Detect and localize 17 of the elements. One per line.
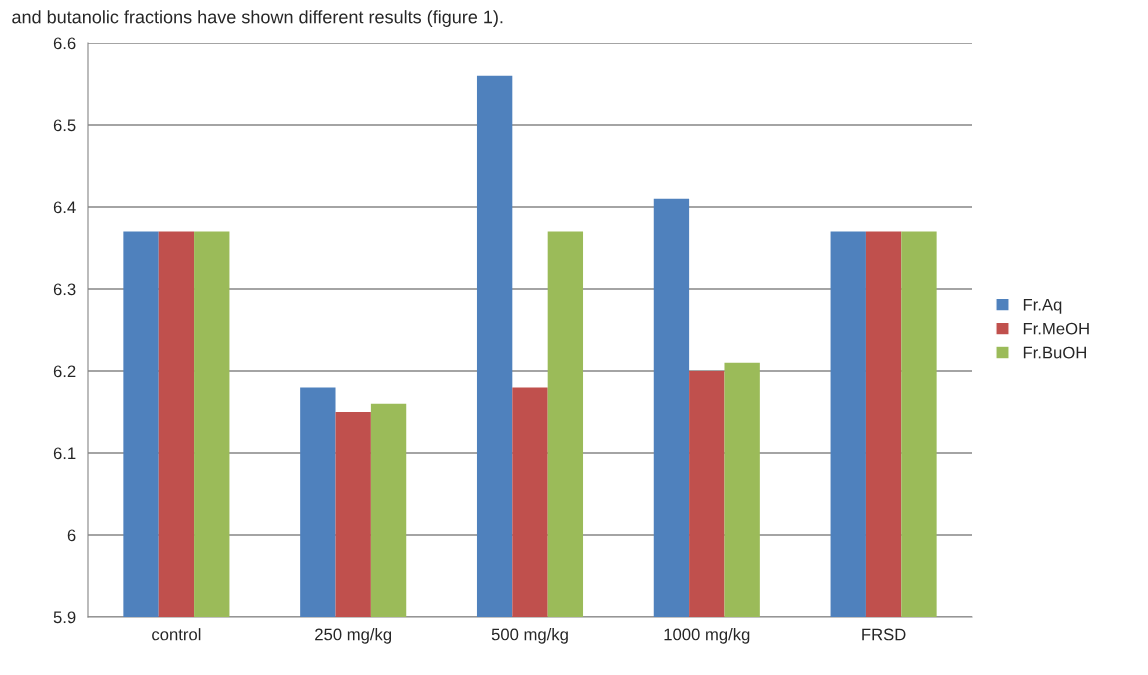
y-tick-label: 6.1 — [53, 447, 76, 460]
x-tick-label: FRSD — [862, 628, 906, 641]
y-tick-label: 6.3 — [53, 283, 76, 296]
x-tick-label: 1000 mg/kg — [664, 628, 750, 644]
y-tick-label: 6 — [67, 529, 76, 542]
x-tick-label: control — [152, 628, 201, 641]
legend-label: Fr.Aq — [1023, 298, 1062, 314]
text: and butanolic fractions have shown different results (figure 1). — [12, 10, 503, 27]
y-tick-label: 6.2 — [53, 365, 76, 378]
x-tick-label: 250 mg/kg — [315, 628, 392, 644]
x-tick-label: 500 mg/kg — [491, 628, 568, 644]
legend-label: Fr.BuOH — [1023, 346, 1086, 359]
y-tick-label: 6.6 — [53, 37, 76, 50]
legend-label: Fr.MeOH — [1023, 322, 1089, 335]
y-tick-label: 5.9 — [53, 611, 76, 624]
y-tick-label: 6.5 — [53, 119, 76, 132]
y-tick-label: 6.4 — [53, 201, 76, 214]
